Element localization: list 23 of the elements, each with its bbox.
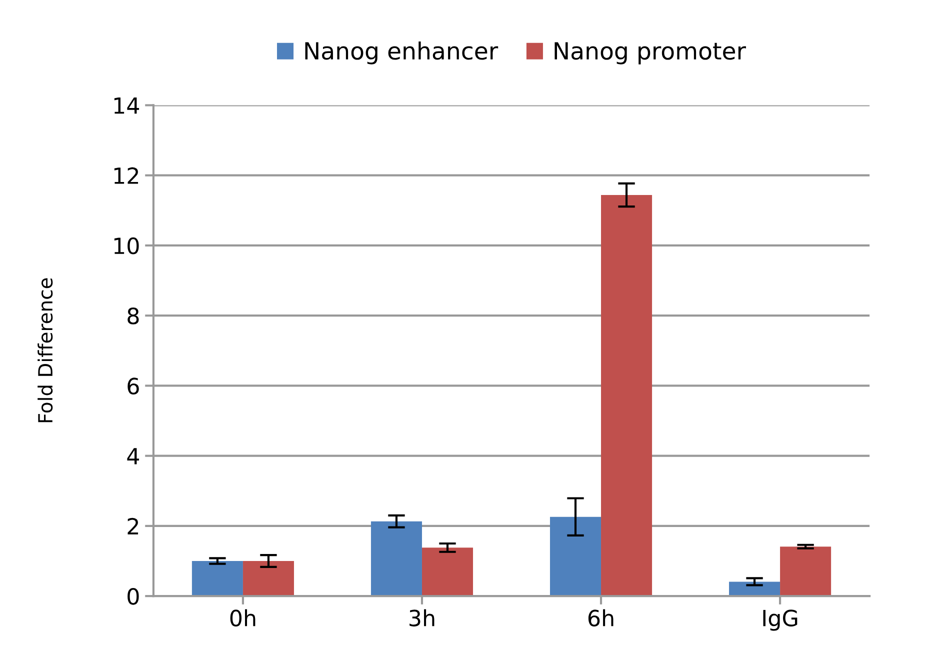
y-tick-label: 4	[127, 448, 140, 464]
x-tick-label: 0h	[230, 609, 256, 626]
bar	[370, 521, 422, 596]
bar	[729, 582, 780, 596]
x-tick-label: IgG	[763, 610, 798, 631]
bar	[601, 194, 652, 596]
y-tick-label: 8	[128, 308, 139, 324]
y-tick-label: 6	[128, 378, 139, 394]
y-tick-label: 0	[128, 588, 139, 605]
bar	[550, 516, 602, 596]
y-tick-label: 2	[128, 518, 138, 534]
y-axis-title: Fold Difference	[38, 278, 53, 422]
bar	[780, 546, 832, 596]
bar	[422, 548, 474, 596]
bar	[192, 561, 243, 596]
legend-label: Nanog enhancer	[305, 41, 498, 64]
legend-label: Nanog promoter	[554, 42, 746, 64]
x-tick-label: 3h	[410, 609, 434, 626]
x-tick-label: 6h	[588, 609, 614, 626]
y-tick-label: 14	[114, 97, 140, 114]
bar	[242, 561, 294, 596]
y-tick-label: 10	[114, 237, 139, 254]
y-tick-label: 12	[114, 167, 138, 184]
